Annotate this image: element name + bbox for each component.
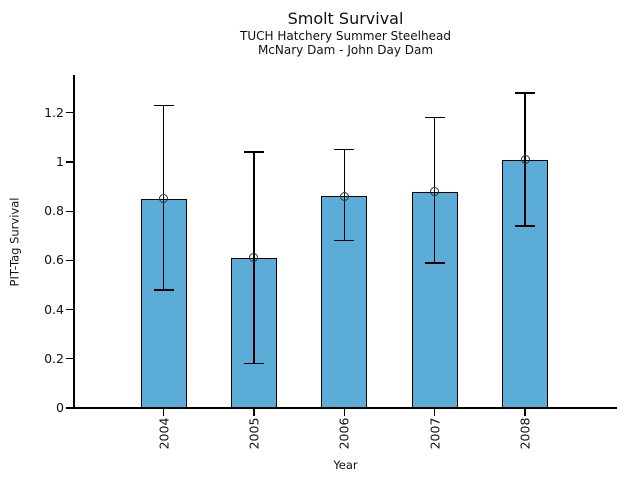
x-tick-label-2005-text: 2005	[246, 417, 262, 449]
y-tick-label: 0.6	[44, 252, 64, 268]
y-tick-label: 0	[56, 400, 64, 415]
chart-title: Smolt Survival	[287, 9, 404, 28]
error-bar-cap-upper-2007	[424, 117, 445, 119]
y-tick-mark	[66, 407, 74, 409]
y-tick-label: 0.8	[44, 203, 64, 219]
x-tick-mark-2008	[524, 409, 526, 416]
error-bar-cap-lower-2004	[153, 289, 174, 291]
y-tick-label: 0.2	[44, 350, 64, 366]
x-axis-line	[74, 407, 617, 409]
x-tick-label-2006-text: 2006	[336, 417, 352, 449]
x-tick-label-2004-text: 2004	[156, 417, 171, 449]
y-tick-mark	[66, 210, 74, 212]
y-tick-mark	[66, 161, 74, 163]
y-axis-line	[73, 75, 75, 408]
chart-subtitle-line-1: TUCH Hatchery Summer Steelhead	[240, 29, 451, 43]
x-tick-label-2004: 2004	[154, 415, 174, 451]
error-bar-cap-upper-2008	[515, 92, 536, 94]
x-tick-mark-2004	[162, 409, 165, 416]
error-bar-cap-upper-2006	[334, 149, 355, 151]
error-bar-cap-upper-2005	[243, 151, 264, 153]
point-marker-2005	[249, 253, 259, 263]
error-bar-cap-lower-2006	[334, 240, 355, 242]
error-bar-cap-upper-2004	[153, 104, 174, 107]
x-tick-label-2008: 2008	[515, 415, 535, 451]
point-marker-2007	[430, 187, 440, 197]
y-tick-mark	[66, 112, 74, 114]
x-tick-mark-2007	[433, 409, 436, 416]
x-tick-label-2007-text: 2007	[427, 417, 443, 449]
y-tick-label: 0.4	[44, 301, 64, 317]
point-marker-2004	[159, 194, 168, 204]
point-marker-2006	[339, 191, 349, 201]
y-tick-mark	[66, 259, 74, 262]
error-bar-cap-lower-2005	[243, 363, 264, 365]
x-tick-mark-2006	[343, 409, 345, 416]
x-tick-mark-2005	[253, 409, 255, 416]
x-axis-title: Year	[333, 458, 358, 472]
x-tick-label-2006: 2006	[334, 415, 354, 451]
y-tick-label: 1	[56, 154, 64, 169]
x-tick-label-2007: 2007	[425, 415, 445, 451]
chart-subtitle-line-2: McNary Dam - John Day Dam	[257, 43, 434, 57]
y-tick-label: 1.2	[44, 104, 64, 120]
error-bar-cap-lower-2007	[424, 262, 445, 264]
y-tick-mark	[66, 358, 74, 360]
point-marker-2008	[520, 155, 530, 165]
x-tick-label-2005: 2005	[244, 415, 264, 451]
y-tick-mark	[66, 308, 74, 311]
error-bar-cap-lower-2008	[515, 225, 536, 227]
x-tick-label-2008-text: 2008	[517, 417, 533, 449]
